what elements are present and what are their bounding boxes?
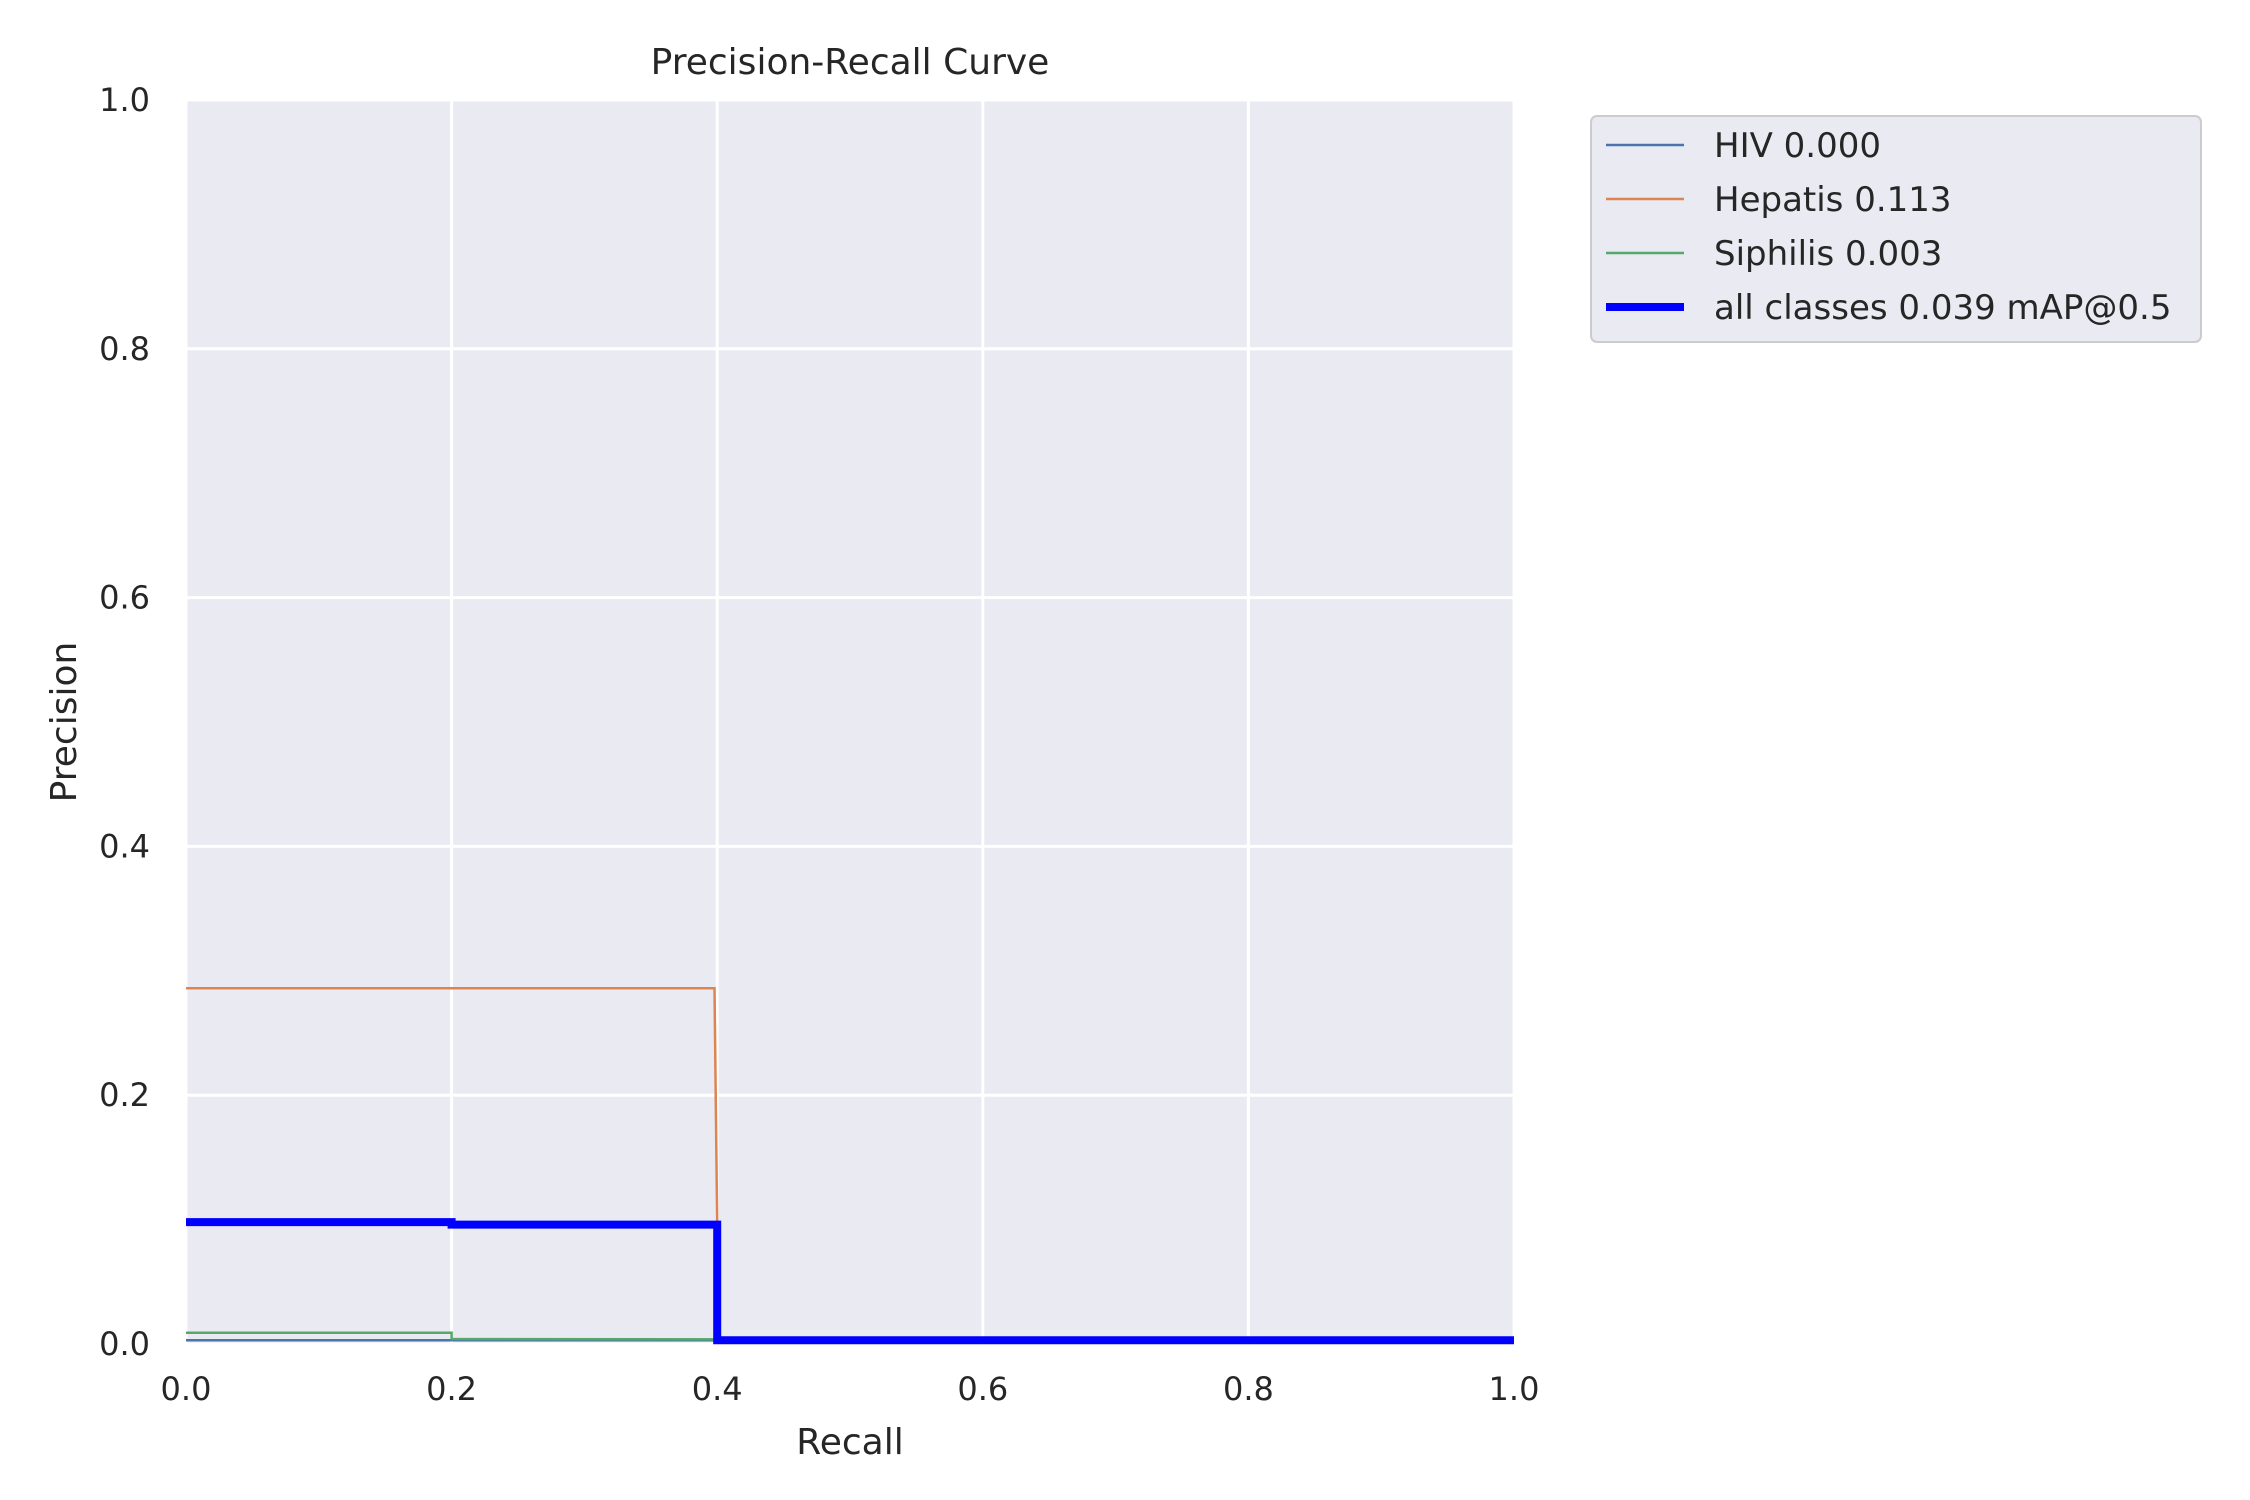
y-tick-label: 0.6 [99, 579, 150, 617]
y-tick-label: 1.0 [99, 81, 150, 119]
legend-label: HIV 0.000 [1714, 126, 1881, 166]
x-tick-label: 0.6 [957, 1370, 1008, 1408]
x-axis-label: Recall [796, 1422, 903, 1463]
legend-box [1590, 115, 2202, 343]
y-tick-label: 0.8 [99, 330, 150, 368]
grid-lines [184, 98, 1516, 1346]
legend-label: Hepatis 0.113 [1714, 180, 1952, 220]
y-tick-label: 0.2 [99, 1076, 150, 1114]
series-lines [186, 986, 1515, 1345]
chart-title: Precision-Recall Curve [651, 42, 1050, 83]
series-line-3 [186, 1218, 1514, 1345]
plot-background [186, 100, 1514, 1344]
legend-items: HIV 0.000 Hepatis 0.113 Siphilis 0.003 all … [1606, 126, 2171, 328]
x-tick-label: 0.4 [692, 1370, 743, 1408]
legend-label: Siphilis 0.003 [1714, 234, 1942, 274]
y-tick-labels: 0.0 0.2 0.4 0.6 0.8 1.0 [99, 81, 150, 1363]
y-axis-label: Precision [44, 642, 85, 803]
y-tick-label: 0.0 [99, 1325, 150, 1363]
x-tick-label: 0.8 [1223, 1370, 1274, 1408]
x-tick-label: 1.0 [1489, 1370, 1540, 1408]
y-tick-label: 0.4 [99, 827, 150, 865]
x-tick-labels: 0.0 0.2 0.4 0.6 0.8 1.0 [161, 1370, 1540, 1408]
x-tick-label: 0.0 [161, 1370, 212, 1408]
legend: HIV 0.000 Hepatis 0.113 Siphilis 0.003 all … [1590, 115, 2202, 343]
legend-label: all classes 0.039 mAP@0.5 [1714, 288, 2171, 328]
x-tick-label: 0.2 [426, 1370, 477, 1408]
